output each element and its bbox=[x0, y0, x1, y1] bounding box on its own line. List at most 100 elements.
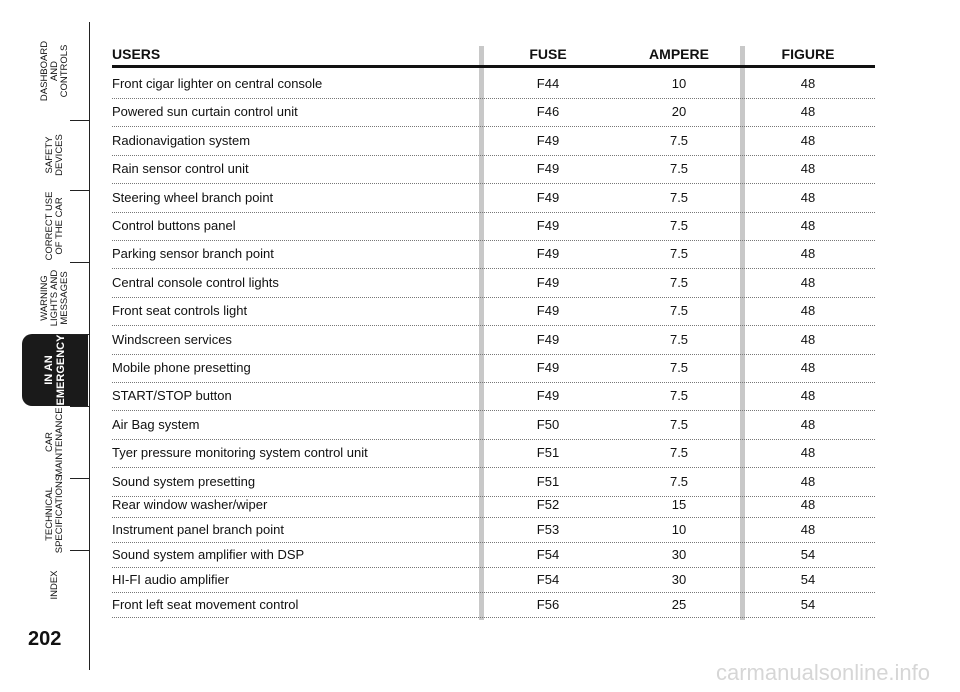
tab-label-line: MAINTENANCE bbox=[54, 407, 65, 477]
table-cell: 20 bbox=[671, 104, 687, 120]
nav-tab: SAFETY DEVICES bbox=[22, 120, 88, 190]
table-cell: Front left seat movement control bbox=[112, 597, 299, 612]
table-cell: Front seat controls light bbox=[112, 303, 248, 319]
table-cell: F52 bbox=[536, 497, 560, 512]
row-separator bbox=[112, 296, 875, 298]
table-cell: F44 bbox=[536, 76, 560, 91]
nav-tab: WARNING LIGHTS AND MESSAGES bbox=[22, 262, 88, 334]
table-cell: F49 bbox=[536, 246, 560, 262]
table-cell: 48 bbox=[800, 104, 816, 120]
nav-tab: INDEX bbox=[22, 550, 88, 620]
table-cell: 54 bbox=[800, 547, 816, 562]
tab-label-line: CONTROLS bbox=[59, 44, 70, 98]
table-cell: F49 bbox=[536, 274, 560, 290]
row-separator bbox=[112, 517, 875, 518]
table-cell: 30 bbox=[671, 572, 687, 587]
table-cell: 7.5 bbox=[669, 132, 689, 148]
row-separator bbox=[112, 240, 875, 241]
table-cell: Mobile phone presetting bbox=[112, 360, 251, 375]
table-cell: 7.5 bbox=[669, 161, 689, 177]
row-separator bbox=[112, 353, 875, 355]
table-cell: Steering wheel branch point bbox=[112, 189, 274, 205]
table-cell: Tyer pressure monitoring system control … bbox=[112, 445, 368, 461]
table-cell: F49 bbox=[536, 218, 560, 233]
table-cell: 48 bbox=[800, 522, 816, 537]
table-cell: 48 bbox=[800, 274, 816, 290]
column-header: AMPERE bbox=[649, 46, 709, 62]
table-cell: Instrument panel branch point bbox=[112, 522, 284, 537]
table-cell: 7.5 bbox=[669, 303, 689, 319]
table-cell: F53 bbox=[536, 522, 560, 537]
table-cell: Rear window washer/wiper bbox=[112, 497, 268, 512]
table-cell: Central console control lights bbox=[112, 274, 279, 290]
table-cell: 30 bbox=[671, 547, 687, 562]
tab-divider bbox=[70, 478, 90, 479]
table-cell: Rain sensor control unit bbox=[112, 161, 249, 177]
table-cell: 7.5 bbox=[669, 246, 689, 262]
table-cell: START/STOP button bbox=[112, 388, 232, 404]
table-cell: 7.5 bbox=[669, 416, 689, 432]
tab-label: WARNING LIGHTS AND MESSAGES bbox=[39, 270, 70, 327]
table-cell: 7.5 bbox=[669, 331, 689, 347]
header-rule bbox=[112, 65, 875, 68]
table-cell: F51 bbox=[536, 473, 560, 489]
table-cell: 48 bbox=[800, 497, 816, 512]
table-cell: 25 bbox=[671, 597, 687, 612]
tab-divider bbox=[70, 190, 90, 191]
table-cell: 7.5 bbox=[669, 388, 689, 404]
table-cell: F49 bbox=[536, 303, 560, 319]
row-separator bbox=[112, 567, 875, 568]
table-cell: Control buttons panel bbox=[112, 218, 236, 233]
row-separator bbox=[112, 211, 875, 213]
table-cell: F51 bbox=[536, 445, 560, 461]
tab-label: DASHBOARD AND CONTROLS bbox=[39, 41, 70, 101]
table-cell: F49 bbox=[536, 132, 560, 148]
table-cell: F56 bbox=[536, 597, 560, 612]
page-number: 202 bbox=[28, 628, 62, 650]
row-separator bbox=[112, 325, 875, 327]
table-cell: 54 bbox=[800, 572, 816, 587]
table-cell: F54 bbox=[536, 547, 560, 562]
table-cell: 48 bbox=[800, 445, 816, 461]
table-cell: F54 bbox=[536, 572, 560, 587]
row-separator bbox=[112, 183, 875, 185]
table-cell: 48 bbox=[800, 303, 816, 319]
tab-divider bbox=[70, 406, 90, 407]
table-cell: F49 bbox=[536, 331, 560, 347]
table-cell: 48 bbox=[800, 246, 816, 262]
table-cell: 15 bbox=[671, 497, 687, 512]
table-cell: 48 bbox=[800, 331, 816, 347]
table-cell: 48 bbox=[800, 388, 816, 404]
nav-tab: CORRECT USE OF THE CAR bbox=[22, 190, 88, 262]
row-separator bbox=[112, 268, 875, 270]
table-cell: 48 bbox=[800, 416, 816, 432]
table-cell: Front cigar lighter on central console bbox=[112, 76, 323, 91]
row-separator bbox=[112, 495, 875, 497]
table-cell: 48 bbox=[800, 189, 816, 205]
watermark: carmanualsonline.info bbox=[716, 660, 931, 685]
page-number-rule bbox=[89, 622, 90, 670]
table-cell: 7.5 bbox=[669, 218, 689, 233]
table-cell: Air Bag system bbox=[112, 416, 200, 432]
table-cell: 7.5 bbox=[669, 274, 689, 290]
row-separator bbox=[112, 467, 875, 469]
tab-divider bbox=[70, 262, 90, 263]
table-cell: Powered sun curtain control unit bbox=[112, 104, 298, 120]
tab-label: INDEX bbox=[49, 570, 60, 599]
table-cell: F50 bbox=[536, 416, 560, 432]
nav-tab: CAR MAINTENANCE bbox=[22, 406, 88, 478]
table-cell: 7.5 bbox=[669, 473, 689, 489]
table-cell: F49 bbox=[536, 360, 560, 375]
table-cell: 48 bbox=[800, 360, 816, 375]
tab-label: CORRECT USE OF THE CAR bbox=[44, 192, 65, 261]
tab-label-line: MESSAGES bbox=[59, 271, 70, 325]
tab-label-line: SPECIFICATIONS bbox=[54, 474, 65, 554]
table-cell: 7.5 bbox=[669, 360, 689, 375]
tab-label: CAR MAINTENANCE bbox=[44, 407, 65, 477]
table-cell: F46 bbox=[536, 104, 560, 120]
table-cell: Sound system amplifier with DSP bbox=[112, 547, 305, 562]
table-cell: F49 bbox=[536, 189, 560, 205]
row-separator bbox=[112, 410, 875, 412]
table-cell: 7.5 bbox=[669, 189, 689, 205]
